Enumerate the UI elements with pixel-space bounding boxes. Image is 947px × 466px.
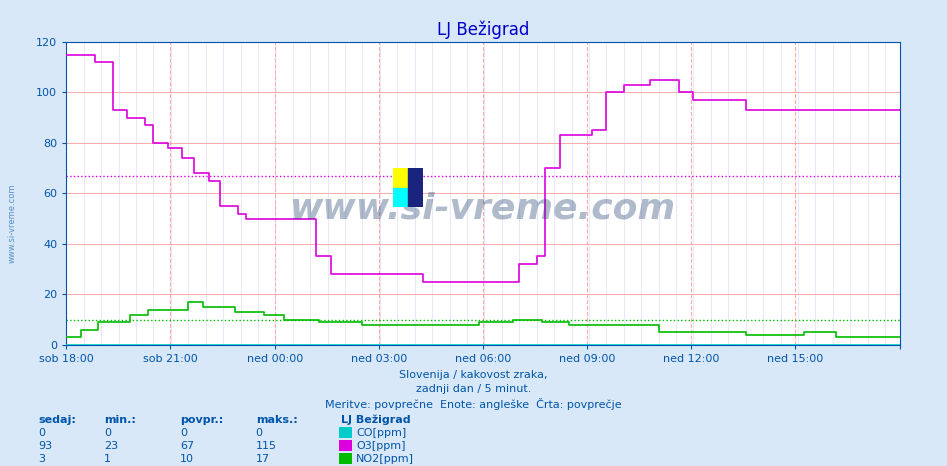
Text: 1: 1 bbox=[104, 454, 111, 464]
Text: O3[ppm]: O3[ppm] bbox=[356, 441, 405, 451]
Text: maks.:: maks.: bbox=[256, 415, 297, 425]
Text: povpr.:: povpr.: bbox=[180, 415, 223, 425]
Text: 0: 0 bbox=[256, 428, 262, 438]
Text: LJ Bežigrad: LJ Bežigrad bbox=[341, 415, 411, 425]
Title: LJ Bežigrad: LJ Bežigrad bbox=[437, 21, 529, 39]
Text: 17: 17 bbox=[256, 454, 270, 464]
Text: 0: 0 bbox=[180, 428, 187, 438]
Polygon shape bbox=[408, 168, 423, 207]
Text: www.si-vreme.com: www.si-vreme.com bbox=[8, 184, 17, 263]
Text: 0: 0 bbox=[38, 428, 45, 438]
Text: 115: 115 bbox=[256, 441, 277, 451]
Text: NO2[ppm]: NO2[ppm] bbox=[356, 454, 414, 464]
Text: 3: 3 bbox=[38, 454, 45, 464]
Text: Meritve: povprečne  Enote: angleške  Črta: povprečje: Meritve: povprečne Enote: angleške Črta:… bbox=[325, 398, 622, 411]
Text: CO[ppm]: CO[ppm] bbox=[356, 428, 406, 438]
Bar bbox=[393, 168, 408, 187]
Text: www.si-vreme.com: www.si-vreme.com bbox=[290, 192, 676, 226]
Text: 10: 10 bbox=[180, 454, 194, 464]
Text: 93: 93 bbox=[38, 441, 52, 451]
Text: sedaj:: sedaj: bbox=[38, 415, 76, 425]
Text: min.:: min.: bbox=[104, 415, 136, 425]
Text: 0: 0 bbox=[104, 428, 111, 438]
Text: 23: 23 bbox=[104, 441, 118, 451]
Text: Slovenija / kakovost zraka,: Slovenija / kakovost zraka, bbox=[400, 370, 547, 380]
Text: 67: 67 bbox=[180, 441, 194, 451]
Text: zadnji dan / 5 minut.: zadnji dan / 5 minut. bbox=[416, 384, 531, 394]
Bar bbox=[393, 187, 408, 207]
